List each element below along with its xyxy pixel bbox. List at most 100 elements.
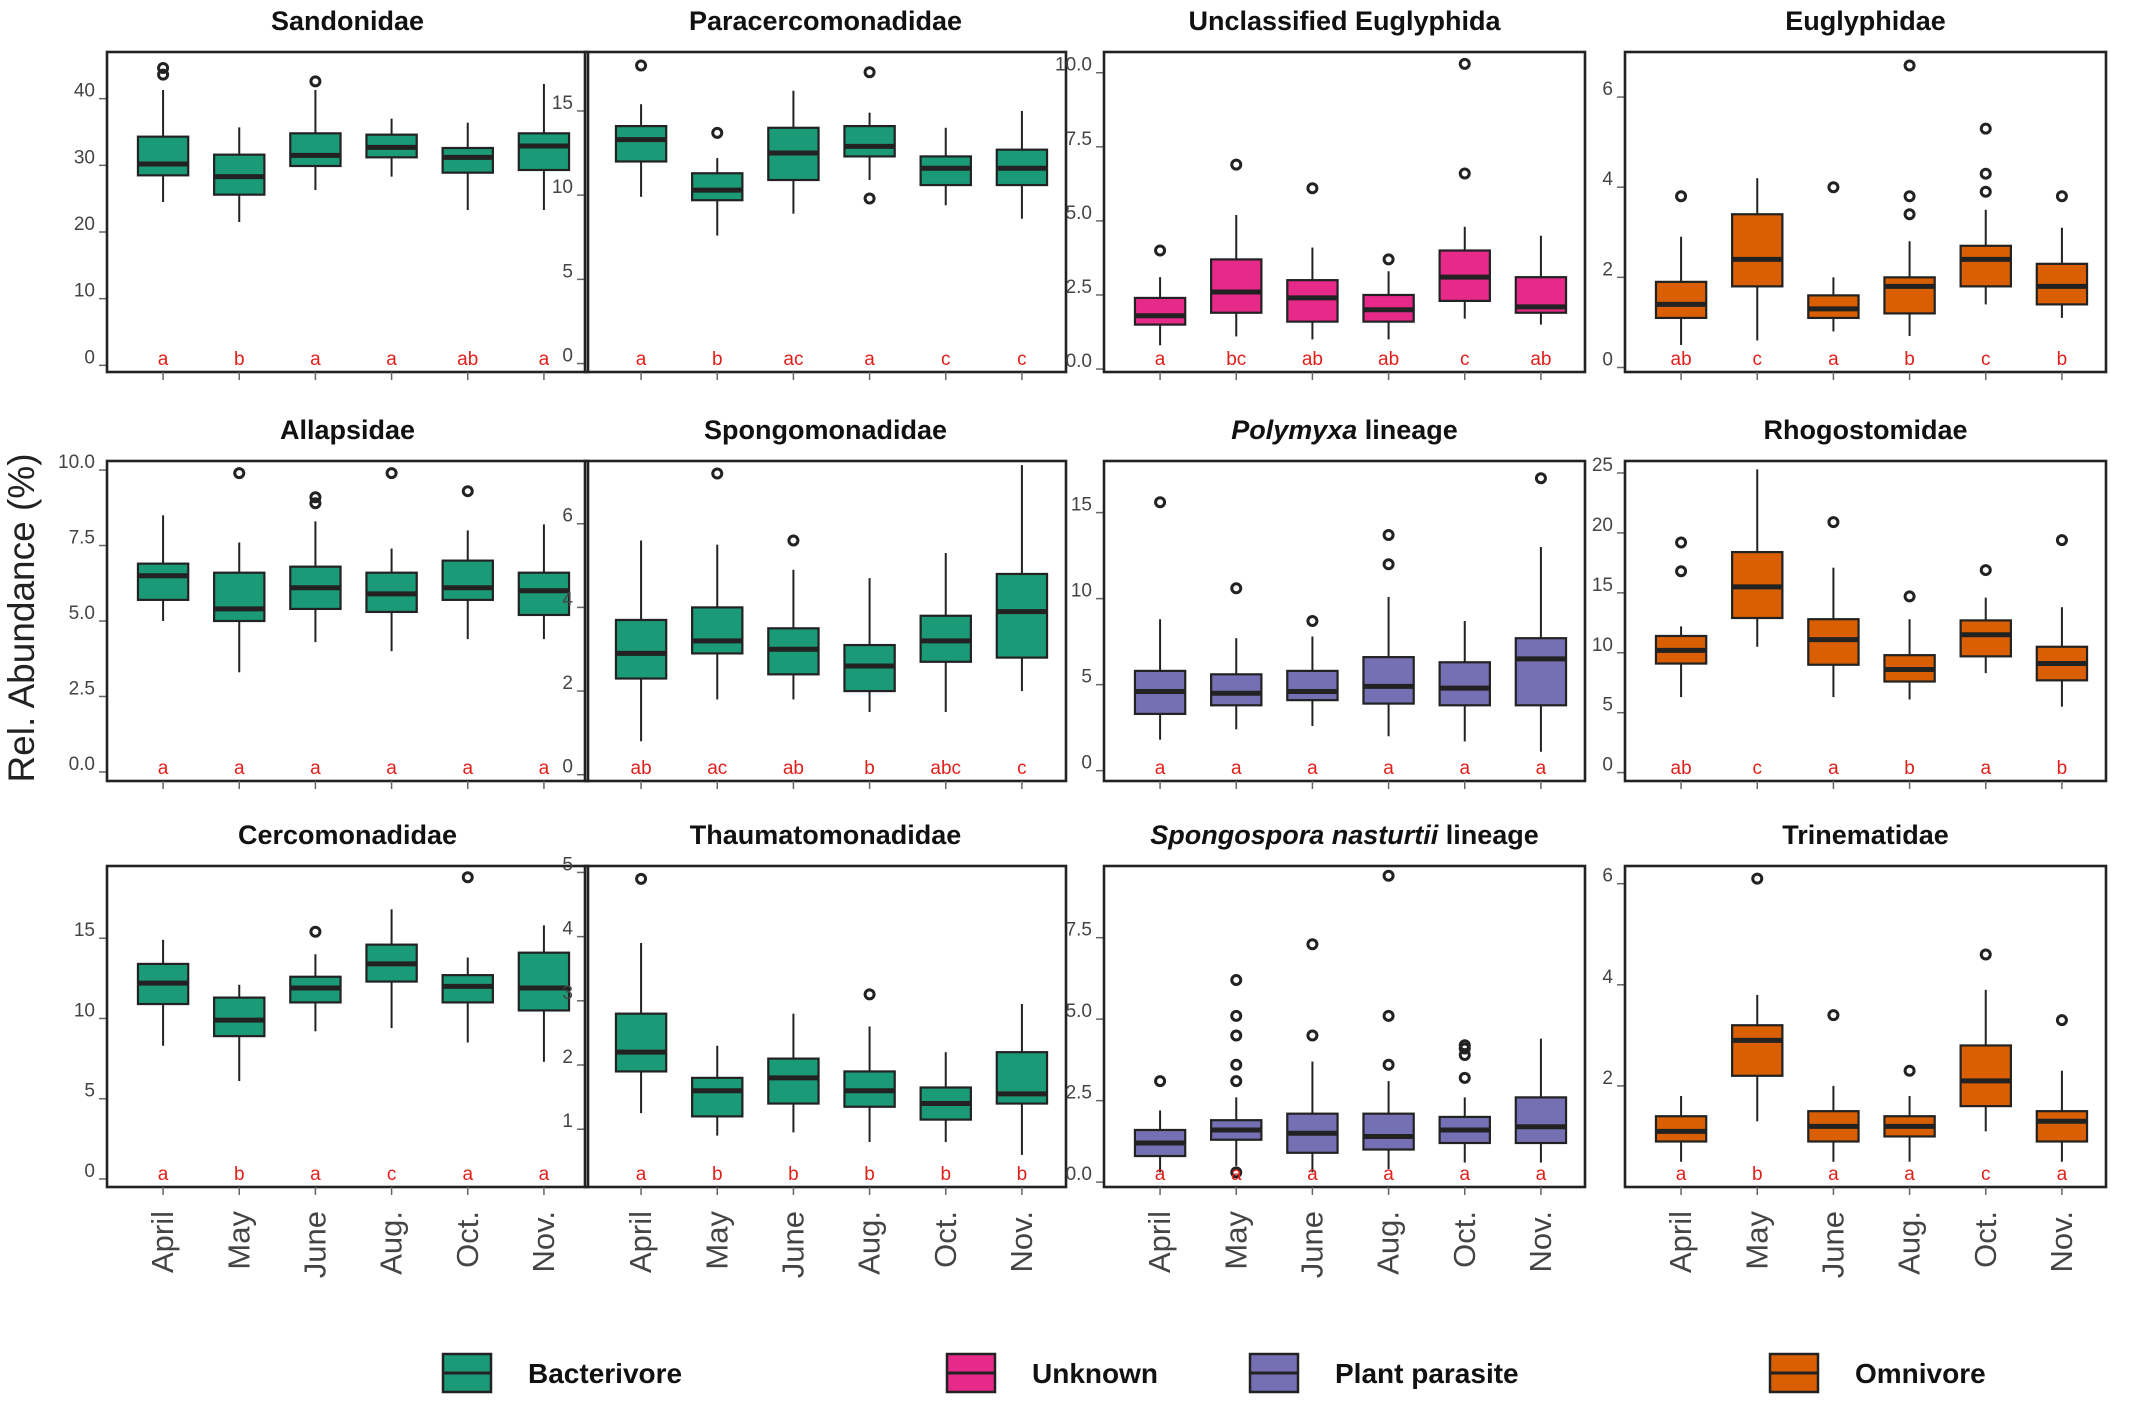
box-april (614, 125, 668, 163)
significance-letter: b (1904, 349, 1915, 370)
significance-letter: c (1017, 349, 1027, 370)
significance-letter: ab (1671, 349, 1692, 370)
legend-label: Plant parasite (1335, 1358, 1519, 1389)
significance-letter: bc (1226, 349, 1246, 370)
month-label: June (1815, 1211, 1850, 1278)
box-nov (517, 951, 571, 1012)
significance-letter: b (712, 349, 723, 370)
month-label: April (1142, 1211, 1177, 1273)
significance-letter: c (1753, 349, 1763, 370)
outlier-point (1154, 1075, 1167, 1088)
month-label: Aug. (852, 1211, 887, 1275)
significance-letter: a (1155, 758, 1166, 779)
significance-letter: c (1981, 349, 1991, 370)
outlier-point (1903, 190, 1916, 203)
box-oct (1959, 619, 2012, 658)
y-tick-label: 5 (562, 854, 573, 875)
panel-title: Cercomonadidae (238, 820, 457, 850)
legend-item-unknown: Unknown (945, 1352, 1158, 1394)
significance-letter: ac (707, 758, 727, 779)
panel-title: Polymyxa lineage (1231, 415, 1458, 445)
panel-title: Euglyphidae (1785, 6, 1946, 36)
outlier-point (1458, 57, 1471, 70)
panel-title: Spongospora nasturtii lineage (1150, 820, 1539, 850)
outlier-point (1230, 1029, 1243, 1042)
panel-title-italic: Polymyxa (1231, 415, 1357, 445)
y-tick-label: 0.0 (1066, 351, 1092, 372)
outlier-point (1675, 190, 1688, 203)
outlier-point (1230, 582, 1243, 595)
box-nov (1514, 637, 1568, 707)
significance-letter: b (1904, 758, 1915, 779)
month-label: Oct. (1447, 1211, 1482, 1268)
significance-letter: ab (1378, 349, 1399, 370)
outlier-point (1827, 181, 1840, 194)
month-label: Aug. (1892, 1211, 1927, 1275)
y-tick-label: 20 (1592, 515, 1613, 536)
outlier-point (1903, 208, 1916, 221)
outlier-point (2055, 1014, 2068, 1027)
outlier-point (1827, 516, 1840, 529)
outlier-point (309, 491, 322, 504)
y-tick-label: 0 (84, 347, 95, 368)
outlier-point (1382, 1058, 1395, 1071)
outlier-point (635, 872, 648, 885)
outlier-point (863, 988, 876, 1001)
significance-letter: a (234, 758, 245, 779)
panel-unclassified-euglyphida: Unclassified Euglyphida 0.0 2.5 5.0 7.5 10.0 a… (1055, 6, 1587, 380)
significance-letter: a (1231, 758, 1242, 779)
legend: Bacterivore Unknown Plant parasite Omnivore (441, 1352, 1986, 1394)
outlier-point (1979, 122, 1992, 135)
month-label: May (1739, 1211, 1774, 1270)
significance-letter: b (940, 1164, 951, 1185)
outlier-point (1382, 558, 1395, 571)
significance-letter: a (539, 1164, 550, 1185)
outlier-point (787, 534, 800, 547)
month-label: Aug. (374, 1211, 409, 1275)
y-tick-label: 4 (1602, 967, 1613, 988)
legend-label: Omnivore (1855, 1358, 1986, 1389)
panel-title: Sandonidae (271, 6, 424, 36)
box-may (1210, 258, 1263, 314)
significance-letter: ab (631, 758, 652, 779)
outlier-point (1306, 938, 1319, 951)
y-tick-label: 0 (562, 346, 573, 367)
box-aug (1362, 1112, 1415, 1151)
y-tick-label: 25 (1592, 455, 1613, 476)
y-tick-label: 10 (1592, 635, 1613, 656)
significance-letter: a (1459, 758, 1470, 779)
month-label: May (699, 1211, 734, 1270)
significance-letter: ab (457, 349, 478, 370)
panel-frame (583, 864, 1068, 1189)
y-tick-label: 0 (1602, 349, 1613, 370)
significance-letter: a (158, 1164, 169, 1185)
box-april (614, 618, 668, 680)
panel-title: Paracercomonadidae (689, 6, 962, 36)
significance-letter: a (1536, 1164, 1547, 1185)
significance-letter: ab (783, 758, 804, 779)
significance-letter: ab (1530, 349, 1551, 370)
box-oct (1959, 1044, 2012, 1108)
y-tick-label: 20 (74, 214, 95, 235)
legend-item-omnivore: Omnivore (1768, 1352, 1986, 1394)
significance-letter: a (310, 758, 321, 779)
y-tick-label: 2.5 (69, 678, 95, 699)
significance-letter: b (1017, 1164, 1028, 1185)
panel-title-rest: lineage (1357, 415, 1458, 445)
y-tick-label: 15 (74, 920, 95, 941)
y-tick-label: 5 (84, 1081, 95, 1102)
box-may (213, 571, 266, 623)
y-axis-title: Rel. Abundance (%) (1, 453, 42, 782)
month-label: May (221, 1211, 256, 1270)
significance-letter: a (864, 349, 875, 370)
significance-letter: a (462, 758, 473, 779)
box-nov (995, 572, 1049, 659)
box-april (1133, 296, 1187, 326)
y-tick-label: 2.5 (1066, 1083, 1092, 1104)
panel-frame (1102, 50, 1587, 374)
outlier-point (1903, 59, 1916, 72)
outlier-point (1458, 1039, 1471, 1052)
significance-letter: b (864, 1164, 875, 1185)
panel-frame (1102, 864, 1587, 1189)
significance-letter: a (1828, 1164, 1839, 1185)
